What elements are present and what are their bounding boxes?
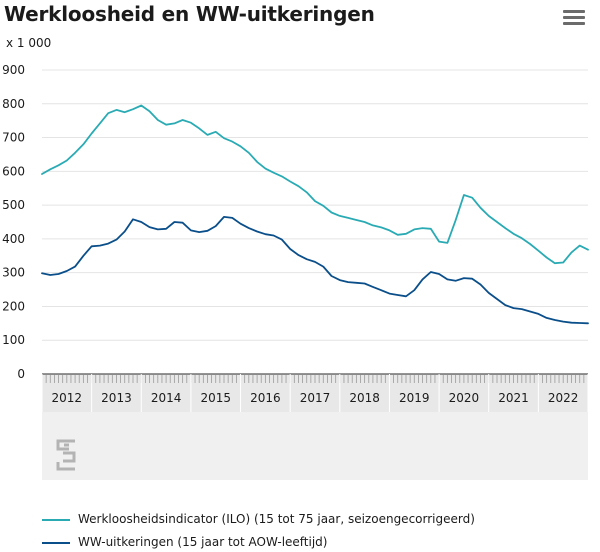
y-tick-label: 700 xyxy=(2,131,25,145)
navigator-panel xyxy=(42,412,588,480)
cbs-logo-icon xyxy=(55,438,77,476)
x-tick-label: 2015 xyxy=(200,391,231,405)
hamburger-menu-icon[interactable] xyxy=(563,9,585,27)
legend-swatch xyxy=(42,518,70,521)
x-tick-label: 2012 xyxy=(52,391,83,405)
x-tick-label: 2013 xyxy=(101,391,132,405)
chart-title: Werkloosheid en WW-uitkeringen xyxy=(4,2,375,26)
x-tick-label: 2018 xyxy=(349,391,380,405)
x-tick-label: 2022 xyxy=(548,391,579,405)
x-tick-label: 2019 xyxy=(399,391,430,405)
y-tick-label: 0 xyxy=(17,367,25,381)
y-tick-label: 500 xyxy=(2,198,25,212)
x-tick-label: 2017 xyxy=(300,391,331,405)
series-line-1 xyxy=(41,104,589,265)
y-tick-label: 300 xyxy=(2,266,25,280)
x-tick-label: 2014 xyxy=(151,391,182,405)
y-tick-label: 200 xyxy=(2,299,25,313)
gridlines xyxy=(42,69,588,341)
legend-swatch xyxy=(42,541,70,544)
series-lines xyxy=(41,104,589,325)
y-tick-label: 800 xyxy=(2,97,25,111)
y-tick-label: 900 xyxy=(2,63,25,77)
y-tick-label: 100 xyxy=(2,333,25,347)
legend-item-werkloosheidsindicator[interactable]: Werkloosheidsindicator (ILO) (15 tot 75 … xyxy=(42,512,475,526)
y-axis-unit-label: x 1 000 xyxy=(6,36,52,50)
y-tick-label: 600 xyxy=(2,164,25,178)
x-tick-label: 2020 xyxy=(449,391,480,405)
y-tick-label: 400 xyxy=(2,232,25,246)
legend-label: Werkloosheidsindicator (ILO) (15 tot 75 … xyxy=(78,512,475,526)
legend-item-ww-uitkeringen[interactable]: WW-uitkeringen (15 jaar tot AOW-leeftijd… xyxy=(42,535,327,549)
series-line-2 xyxy=(41,215,589,325)
legend-label: WW-uitkeringen (15 jaar tot AOW-leeftijd… xyxy=(78,535,328,549)
x-tick-label: 2021 xyxy=(498,391,529,405)
y-axis-ticks: 0 100 200 300 400 500 600 700 800 900 xyxy=(2,63,25,381)
x-axis: 2012 2013 2014 2015 2016 2017 2018 2019 2020 2021… xyxy=(41,373,589,480)
x-tick-label: 2016 xyxy=(250,391,281,405)
